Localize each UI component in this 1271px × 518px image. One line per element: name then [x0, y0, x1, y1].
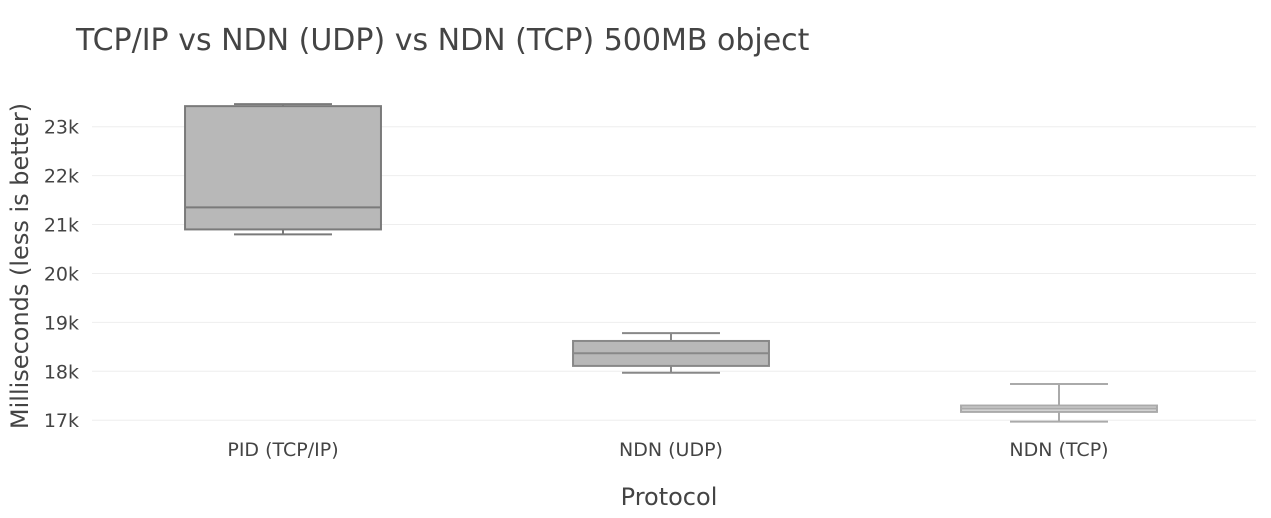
x-tick-label: NDN (UDP)	[619, 439, 723, 461]
x-tick-label: PID (TCP/IP)	[227, 439, 338, 461]
y-tick-label: 21k	[44, 215, 79, 237]
box-plot-series	[960, 383, 1158, 423]
y-tick-label: 20k	[44, 263, 79, 285]
chart-title: TCP/IP vs NDN (UDP) vs NDN (TCP) 500MB o…	[75, 23, 810, 58]
y-tick-label: 19k	[44, 312, 79, 334]
y-tick-label: 22k	[44, 166, 79, 188]
y-tick-label: 23k	[44, 117, 79, 139]
y-axis-title: Milliseconds (less is better)	[6, 103, 34, 429]
y-tick-label: 17k	[44, 410, 79, 432]
box-iqr	[184, 105, 382, 231]
x-axis: PID (TCP/IP) NDN (UDP) NDN (TCP)	[227, 439, 1108, 461]
x-axis-title: Protocol	[621, 483, 718, 511]
y-axis: 17k 18k 19k 20k 21k 22k 23k	[44, 117, 79, 433]
box-plot-series	[572, 332, 770, 374]
y-tick-label: 18k	[44, 361, 79, 383]
x-tick-label: NDN (TCP)	[1009, 439, 1108, 461]
plot-area	[184, 103, 1158, 423]
box-plot-series	[184, 103, 382, 236]
